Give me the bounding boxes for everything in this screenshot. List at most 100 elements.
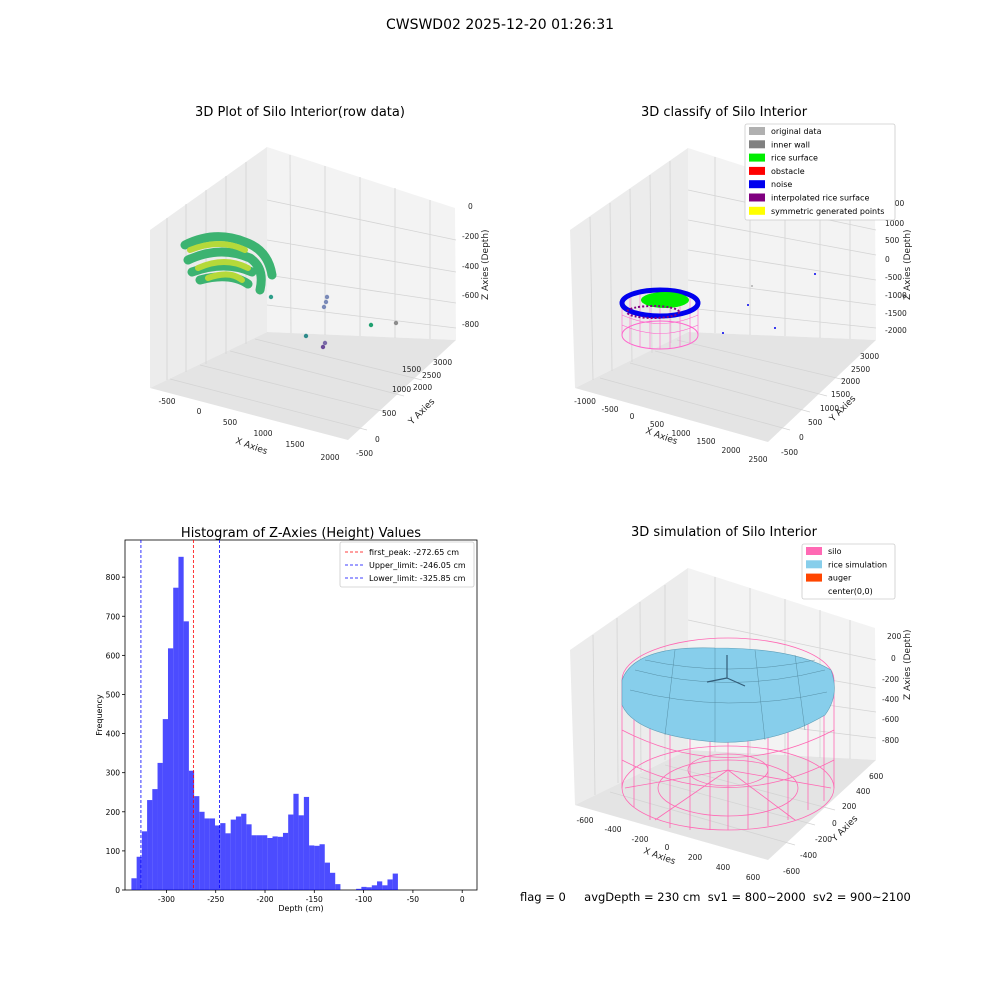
legend-swatch [749, 193, 765, 202]
raw-ztick: -200 [462, 232, 479, 241]
histogram-y-tick-label: 300 [106, 769, 121, 778]
legend-swatch [749, 206, 765, 215]
raw-rice-rings [180, 232, 277, 295]
classify-ytick: 0 [799, 433, 804, 442]
histogram-bar [220, 823, 226, 890]
legend-label: rice simulation [828, 560, 887, 569]
histogram-bar [319, 844, 325, 890]
histogram-bar [324, 862, 330, 890]
raw-back-pane [267, 147, 456, 340]
rice-simulation-surface [621, 647, 835, 743]
histogram-bar [282, 832, 289, 890]
histogram-y-tick-label: 700 [106, 612, 121, 621]
simulation-rice [621, 647, 835, 743]
histogram-bar [157, 762, 163, 890]
histogram-bar [141, 831, 148, 890]
histogram-bar [267, 837, 273, 890]
classify-ztick: 1000 [885, 219, 904, 228]
histogram-y-tick-label: 100 [106, 847, 121, 856]
histogram-y-tick-label: 200 [106, 808, 121, 817]
histogram-legend: first_peak: -272.65 cm Upper_limit: -246.… [339, 541, 475, 588]
histogram-bar [382, 885, 388, 890]
raw-point [322, 340, 328, 346]
raw-floor-pane [150, 332, 456, 440]
classify-ytick: 3000 [860, 352, 879, 361]
legend-label: obstacle [771, 167, 805, 176]
simulation-ytick: 600 [869, 772, 884, 781]
classify-point [814, 273, 816, 275]
raw-xtick: 500 [223, 418, 238, 427]
classify-point [751, 285, 753, 287]
raw-ytick: 0 [375, 435, 380, 444]
status-sv2: sv2 = 900~2100 [812, 890, 911, 904]
histogram-bar [225, 833, 231, 890]
simulation-xtick: -200 [631, 835, 648, 844]
raw-xtick: 0 [197, 407, 202, 416]
legend-swatch [806, 573, 822, 582]
histogram-bar [387, 879, 393, 890]
histogram-x-tick-label: -300 [158, 895, 175, 904]
histogram-bar [209, 818, 216, 890]
classify-ztick: -1500 [885, 309, 907, 318]
histogram-bar [178, 556, 184, 890]
raw-ztick: 0 [468, 202, 473, 211]
classify-left-pane [570, 148, 688, 388]
classify-ztick: 0 [885, 255, 890, 264]
classify-silo-wall-mesh [621, 292, 699, 349]
raw-ytick: 1000 [392, 385, 411, 394]
legend-swatch [806, 547, 822, 555]
raw-point [324, 294, 330, 300]
histogram-xlabel: Depth (cm) [278, 904, 323, 913]
simulation-ztick: 0 [891, 654, 896, 663]
histogram-bar [235, 816, 242, 890]
raw-ztick: -800 [462, 320, 479, 329]
histogram-bar [147, 800, 153, 890]
histogram-bar [309, 845, 315, 890]
legend-label: silo [828, 547, 842, 556]
histogram-x-tick-label: -150 [306, 895, 323, 904]
histogram-reference-lines [140, 540, 221, 890]
simulation-plot-title: 3D simulation of Silo Interior [631, 525, 818, 540]
classify-ytick: 1500 [831, 390, 850, 399]
raw-point [303, 333, 309, 339]
histogram-bar [314, 845, 320, 890]
simulation-3d-plot: 3D simulation of Silo Interior -600 -400… [570, 525, 913, 882]
histogram-bar [256, 835, 263, 890]
classify-legend-box [744, 123, 896, 221]
simulation-xlabel: X Axies [642, 846, 677, 867]
simulation-xtick: 600 [746, 873, 761, 882]
histogram-x-tick-label: -100 [355, 895, 372, 904]
simulation-ytick: -400 [800, 851, 817, 860]
status-flag: flag = 0 [520, 890, 566, 904]
simulation-ztick: -400 [882, 695, 899, 704]
simulation-ytick: 200 [842, 802, 857, 811]
legend-label: symmetric generated points [771, 207, 884, 216]
histogram-bar [162, 719, 168, 890]
histogram-y-tick-label: 400 [106, 730, 121, 739]
rice-simulation-texture [629, 648, 828, 742]
simulation-xtick: 0 [665, 843, 670, 852]
raw-point [268, 294, 274, 300]
histogram-y-tick-label: 0 [115, 886, 120, 895]
histogram-bar [199, 811, 205, 890]
histogram-legend-box [339, 541, 475, 588]
raw-ztick: -600 [462, 291, 479, 300]
raw-ytick: 2000 [413, 383, 432, 392]
raw-ytick: 3000 [433, 358, 452, 367]
raw-zlabel: Z Axies (Depth) [481, 229, 491, 300]
classify-plot-title: 3D classify of Silo Interior [641, 105, 808, 120]
classify-point [774, 327, 776, 329]
simulation-ztick: -800 [882, 736, 899, 745]
simulation-xtick: -400 [604, 825, 621, 834]
histogram-bar [230, 819, 236, 890]
histogram-bar [188, 770, 195, 890]
legend-swatch [749, 140, 765, 149]
legend-swatch [749, 166, 765, 175]
raw-ztick: -400 [462, 262, 479, 271]
classify-xtick: 1500 [696, 437, 715, 446]
raw-ytick: 500 [382, 409, 397, 418]
raw-point [320, 344, 326, 350]
histogram-bars [131, 556, 398, 890]
classify-point-cloud [619, 273, 816, 350]
classify-ztick: 500 [885, 236, 900, 245]
